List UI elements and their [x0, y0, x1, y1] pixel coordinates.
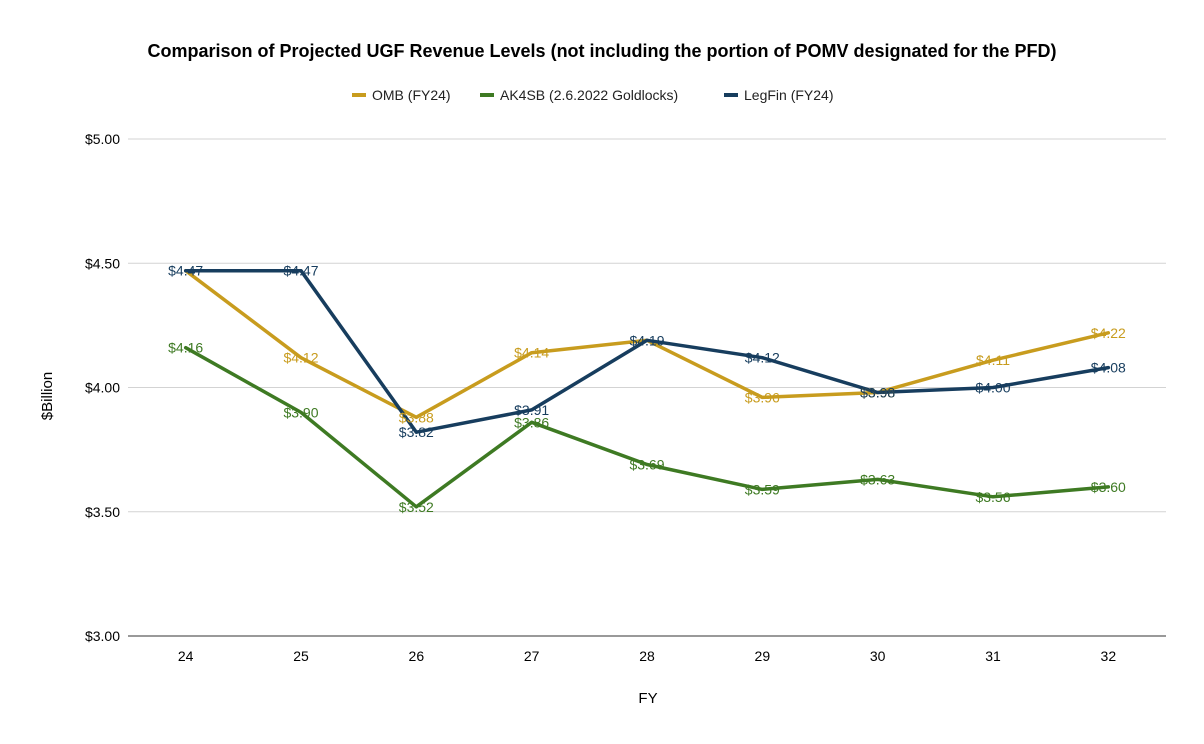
y-axis-ticks: $3.00 $3.50 $4.00 $4.50 $5.00 — [85, 131, 120, 644]
data-label: $4.22 — [1091, 325, 1126, 341]
gridlines — [128, 138, 1166, 637]
data-point — [414, 430, 418, 434]
data-point — [299, 269, 303, 273]
data-point — [414, 415, 418, 419]
y-tick-label: $4.00 — [85, 380, 120, 396]
data-point — [760, 356, 764, 360]
x-tick-label: 28 — [639, 648, 655, 664]
x-tick-label: 27 — [524, 648, 540, 664]
chart-title: Comparison of Projected UGF Revenue Leve… — [147, 41, 1056, 61]
legend: OMB (FY24) AK4SB (2.6.2022 Goldlocks) LegF… — [352, 87, 833, 103]
legend-label: AK4SB (2.6.2022 Goldlocks) — [500, 87, 678, 103]
data-label: $3.98 — [860, 384, 895, 400]
data-label: $3.86 — [514, 414, 549, 430]
data-label: $4.11 — [976, 352, 1010, 368]
data-label: $4.00 — [975, 380, 1010, 396]
data-point — [760, 395, 764, 399]
data-label: $3.56 — [975, 489, 1010, 505]
data-label: $4.47 — [168, 263, 203, 279]
data-label: $4.47 — [283, 263, 318, 279]
data-label: $4.12 — [283, 350, 318, 366]
data-label: $4.12 — [745, 350, 780, 366]
data-label: $3.90 — [283, 404, 318, 420]
x-tick-label: 29 — [755, 648, 771, 664]
x-tick-label: 25 — [293, 648, 309, 664]
legend-label: LegFin (FY24) — [744, 87, 833, 103]
x-tick-label: 30 — [870, 648, 886, 664]
x-axis-label: FY — [638, 690, 657, 707]
data-label: $3.63 — [860, 471, 895, 487]
data-label: $3.59 — [745, 481, 780, 497]
data-label: $4.19 — [629, 332, 664, 348]
data-point — [530, 420, 534, 424]
data-point — [299, 356, 303, 360]
y-tick-label: $3.50 — [85, 504, 120, 520]
data-point — [1106, 331, 1110, 335]
series-lines — [183, 268, 1111, 509]
x-tick-label: 31 — [985, 648, 1001, 664]
data-point — [645, 338, 649, 342]
data-point — [299, 410, 303, 414]
data-point — [876, 477, 880, 481]
data-point — [645, 463, 649, 467]
y-tick-label: $4.50 — [85, 255, 120, 271]
data-point — [184, 346, 188, 350]
data-point — [991, 386, 995, 389]
legend-item: AK4SB (2.6.2022 Goldlocks) — [480, 87, 678, 103]
data-label: $3.60 — [1091, 479, 1126, 495]
data-label: $3.96 — [745, 389, 780, 405]
data-label: $3.98 — [860, 384, 895, 400]
data-label: $3.82 — [399, 424, 434, 440]
y-tick-label: $5.00 — [85, 131, 120, 147]
legend-label: OMB (FY24) — [372, 87, 451, 103]
data-point — [184, 269, 188, 273]
data-point — [530, 351, 534, 355]
data-point — [991, 495, 995, 499]
data-point — [1106, 366, 1110, 370]
data-labels: $4.12 $3.88 $4.14 $3.96 $3.98 $4.11 $4.22 $4.16… — [168, 263, 1126, 515]
x-tick-label: 32 — [1101, 648, 1117, 664]
data-point — [1106, 485, 1110, 489]
data-point — [876, 390, 880, 394]
x-axis-ticks: 24 25 26 27 28 29 30 31 32 — [178, 648, 1116, 664]
x-tick-label: 24 — [178, 648, 194, 664]
legend-item: LegFin (FY24) — [724, 87, 833, 103]
data-point — [991, 358, 995, 362]
x-tick-label: 26 — [409, 648, 425, 664]
legend-item: OMB (FY24) — [352, 87, 451, 103]
data-label: $3.52 — [399, 499, 434, 515]
series-line — [183, 268, 1111, 434]
data-label: $4.16 — [168, 340, 203, 356]
data-label: $4.08 — [1091, 360, 1126, 376]
data-label: $3.69 — [629, 457, 664, 473]
data-point — [760, 487, 764, 491]
data-label: $3.88 — [399, 409, 434, 425]
data-label: $4.14 — [514, 345, 549, 361]
y-tick-label: $3.00 — [85, 628, 120, 644]
data-point — [530, 408, 534, 412]
y-axis-label: $Billion — [39, 372, 56, 420]
data-point — [414, 505, 418, 509]
data-label: $3.91 — [514, 402, 549, 418]
